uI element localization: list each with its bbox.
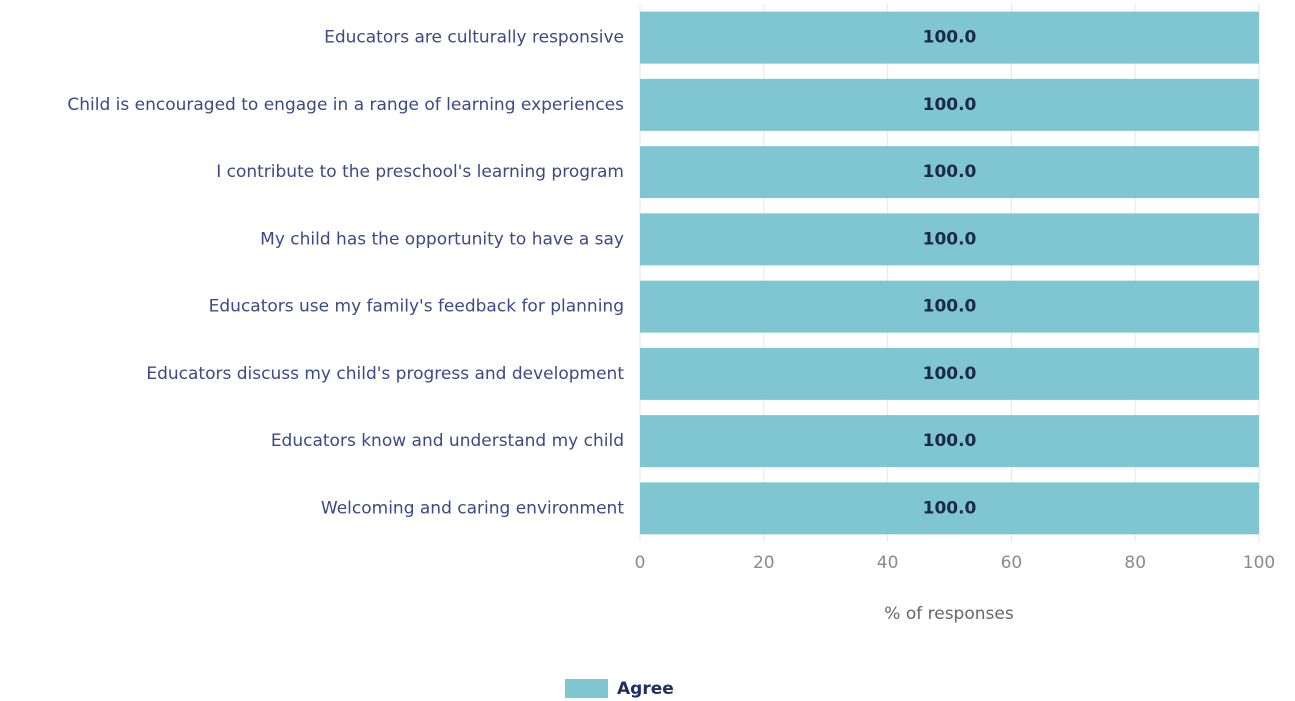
data-label: 100.0: [923, 498, 977, 518]
x-tick-label: 40: [877, 553, 899, 573]
bar: [640, 482, 1259, 535]
y-tick-label: Welcoming and caring environment: [321, 498, 624, 518]
bar: [640, 213, 1259, 266]
y-tick-label: Educators are culturally responsive: [324, 28, 624, 48]
bar: [640, 11, 1259, 64]
data-label: 100.0: [923, 95, 977, 115]
y-tick-label: Educators discuss my child's progress an…: [146, 364, 624, 384]
y-tick-label: My child has the opportunity to have a s…: [260, 229, 624, 249]
bar: [640, 347, 1259, 400]
y-tick-label: Educators know and understand my child: [271, 431, 624, 451]
x-tick-label: 100: [1243, 553, 1275, 573]
data-label: 100.0: [923, 431, 977, 451]
x-tick-label: 60: [1001, 553, 1023, 573]
data-label: 100.0: [923, 162, 977, 182]
x-axis-title: % of responses: [884, 604, 1014, 624]
bar: [640, 415, 1259, 468]
y-tick-label: Educators use my family's feedback for p…: [209, 297, 624, 317]
data-label: 100.0: [923, 229, 977, 249]
data-label: 100.0: [923, 297, 977, 317]
legend-label: Agree: [617, 679, 674, 699]
data-label: 100.0: [923, 364, 977, 384]
bar: [640, 146, 1259, 199]
bar: [640, 280, 1259, 333]
x-tick-label: 0: [635, 553, 646, 573]
legend-swatch: [565, 679, 608, 698]
data-label: 100.0: [923, 28, 977, 48]
y-tick-label: Child is encouraged to engage in a range…: [67, 95, 624, 115]
x-tick-label: 80: [1124, 553, 1146, 573]
bar: [640, 78, 1259, 131]
y-tick-label: I contribute to the preschool's learning…: [216, 162, 624, 182]
x-tick-label: 20: [753, 553, 775, 573]
